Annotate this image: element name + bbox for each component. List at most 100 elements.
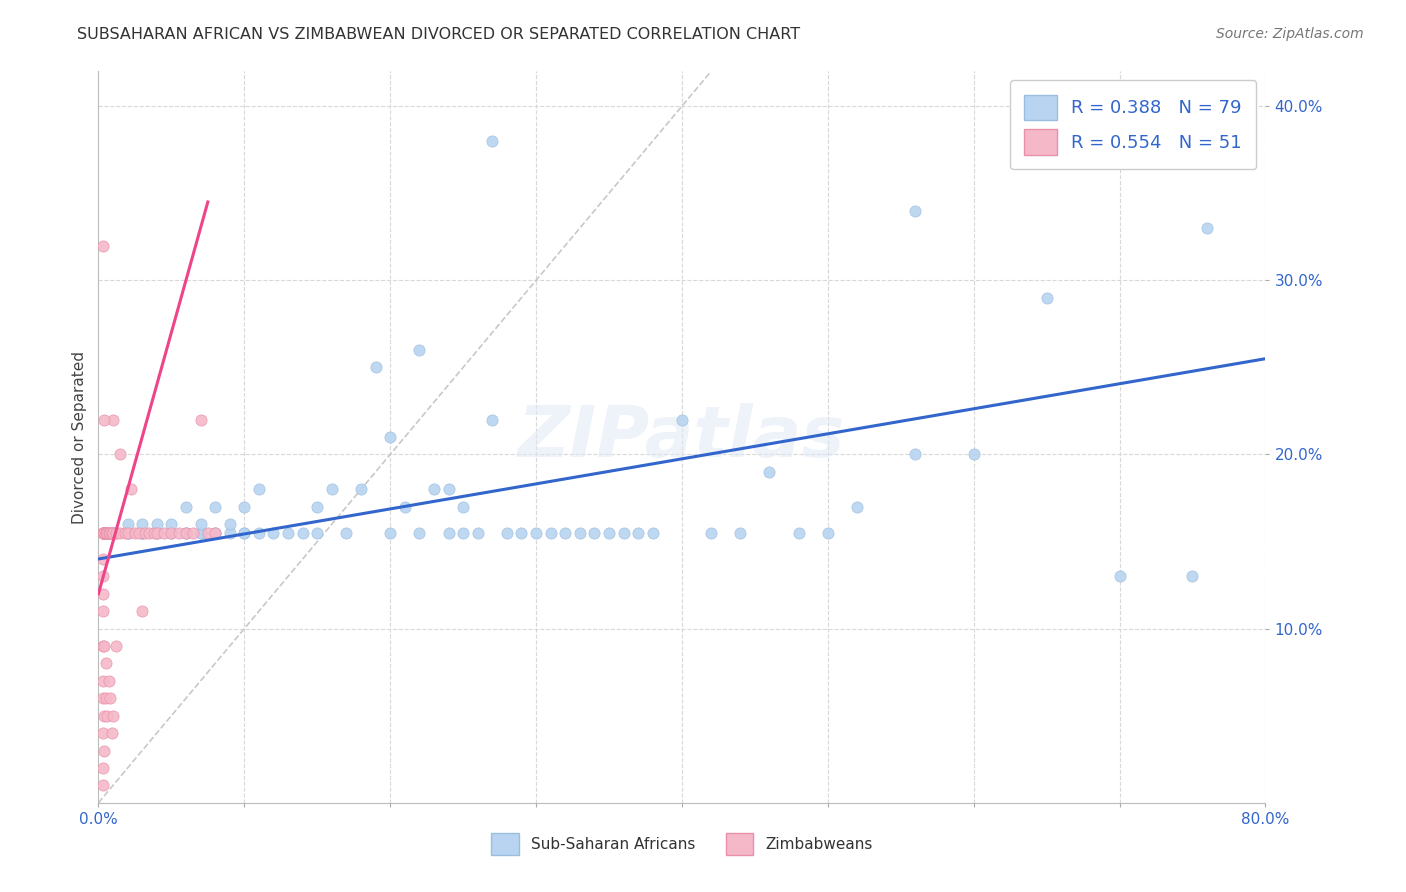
Point xyxy=(627,525,650,540)
Point xyxy=(181,525,204,540)
Point xyxy=(101,525,124,540)
Point xyxy=(131,525,153,540)
Point xyxy=(131,517,153,532)
Point xyxy=(100,726,122,740)
Point xyxy=(160,525,183,540)
Point xyxy=(204,525,226,540)
Point xyxy=(233,525,256,540)
Point xyxy=(117,525,139,540)
Point xyxy=(96,525,118,540)
Point xyxy=(167,525,190,540)
Point xyxy=(128,525,150,540)
Point xyxy=(91,238,114,252)
Point xyxy=(190,525,212,540)
Point xyxy=(91,761,114,775)
Point xyxy=(98,525,121,540)
Point xyxy=(408,525,430,540)
Point xyxy=(277,525,299,540)
Point xyxy=(291,525,314,540)
Point xyxy=(204,525,226,540)
Point xyxy=(93,525,115,540)
Point xyxy=(233,525,256,540)
Point xyxy=(787,525,810,540)
Point xyxy=(758,465,780,479)
Point xyxy=(96,708,118,723)
Text: Source: ZipAtlas.com: Source: ZipAtlas.com xyxy=(1216,27,1364,41)
Point xyxy=(540,525,562,540)
Point xyxy=(307,525,329,540)
Point xyxy=(120,483,142,497)
Point xyxy=(671,412,693,426)
Point xyxy=(91,569,114,583)
Point xyxy=(904,448,927,462)
Point xyxy=(91,726,114,740)
Point xyxy=(91,778,114,792)
Point xyxy=(94,691,117,706)
Text: SUBSAHARAN AFRICAN VS ZIMBABWEAN DIVORCED OR SEPARATED CORRELATION CHART: SUBSAHARAN AFRICAN VS ZIMBABWEAN DIVORCE… xyxy=(77,27,800,42)
Point xyxy=(91,639,114,653)
Point xyxy=(124,525,146,540)
Point xyxy=(101,708,124,723)
Point xyxy=(307,500,329,514)
Point xyxy=(117,525,139,540)
Point xyxy=(117,525,139,540)
Point xyxy=(94,657,117,671)
Point xyxy=(91,525,114,540)
Point xyxy=(146,525,169,540)
Point xyxy=(117,525,139,540)
Point xyxy=(93,412,115,426)
Point xyxy=(98,525,121,540)
Point xyxy=(197,525,219,540)
Point xyxy=(160,525,183,540)
Point xyxy=(101,412,124,426)
Point xyxy=(962,448,984,462)
Point xyxy=(174,500,197,514)
Point xyxy=(481,412,503,426)
Point xyxy=(350,483,373,497)
Point xyxy=(510,525,533,540)
Point xyxy=(190,412,212,426)
Point xyxy=(423,483,446,497)
Point xyxy=(98,691,121,706)
Point xyxy=(91,525,114,540)
Point xyxy=(146,525,169,540)
Point xyxy=(91,525,114,540)
Point xyxy=(104,525,127,540)
Point xyxy=(1195,221,1218,235)
Point xyxy=(408,343,430,357)
Point xyxy=(204,500,226,514)
Text: ZIPatlas: ZIPatlas xyxy=(519,402,845,472)
Point xyxy=(117,517,139,532)
Point xyxy=(247,525,270,540)
Legend: Sub-Saharan Africans, Zimbabweans: Sub-Saharan Africans, Zimbabweans xyxy=(485,827,879,861)
Point xyxy=(524,525,547,540)
Point xyxy=(94,525,117,540)
Point xyxy=(101,525,124,540)
Point xyxy=(174,525,197,540)
Point xyxy=(496,525,519,540)
Point xyxy=(846,500,869,514)
Point xyxy=(101,525,124,540)
Point xyxy=(93,525,115,540)
Point xyxy=(97,525,120,540)
Point xyxy=(641,525,664,540)
Point xyxy=(394,500,416,514)
Point xyxy=(100,525,122,540)
Point xyxy=(91,604,114,618)
Point xyxy=(190,525,212,540)
Point xyxy=(583,525,606,540)
Point xyxy=(218,517,240,532)
Point xyxy=(247,483,270,497)
Point xyxy=(104,639,127,653)
Point xyxy=(174,525,197,540)
Point xyxy=(1108,569,1130,583)
Point xyxy=(142,525,165,540)
Point xyxy=(93,525,115,540)
Point xyxy=(730,525,752,540)
Y-axis label: Divorced or Separated: Divorced or Separated xyxy=(72,351,87,524)
Point xyxy=(262,525,284,540)
Point xyxy=(817,525,839,540)
Point xyxy=(481,134,503,148)
Point xyxy=(321,483,343,497)
Point xyxy=(100,525,122,540)
